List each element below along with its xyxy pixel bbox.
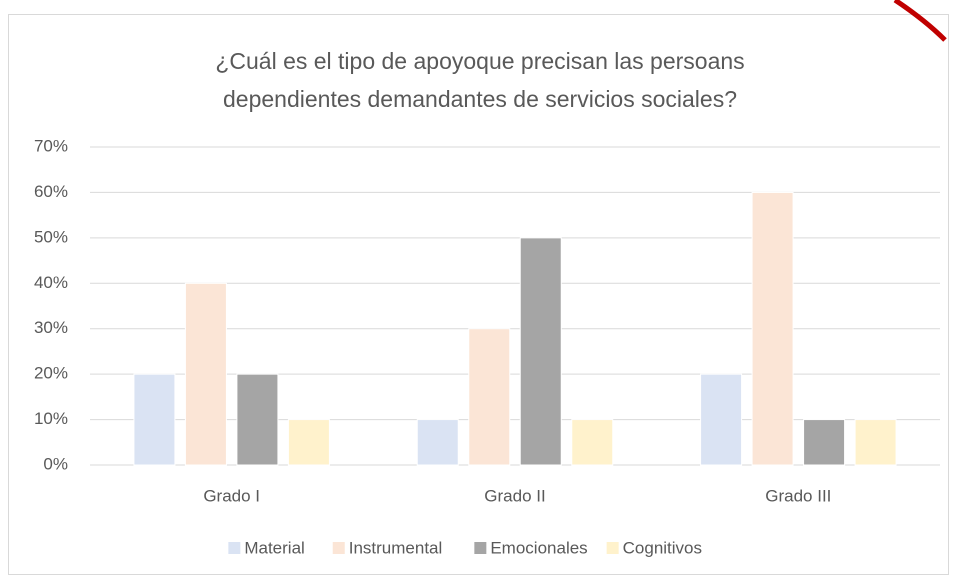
x-tick-label: Grado III (765, 486, 831, 505)
bar (700, 373, 743, 466)
corner-decoration (893, 0, 947, 42)
legend-swatch (228, 542, 241, 554)
legend-label: Material (244, 538, 304, 557)
legend-label: Emocionales (490, 538, 587, 557)
legend-label: Cognitivos (623, 538, 702, 557)
bar (236, 373, 279, 466)
y-tick-label: 0% (43, 454, 68, 473)
x-tick-label: Grado II (484, 486, 545, 505)
y-tick-label: 40% (34, 273, 68, 292)
bar (803, 419, 846, 466)
bar (416, 419, 459, 466)
y-tick-label: 50% (34, 227, 68, 246)
legend-label: Instrumental (349, 538, 443, 557)
bar (751, 191, 794, 466)
bar (287, 419, 330, 466)
bar (468, 328, 511, 466)
chart-title: ¿Cuál es el tipo de apoyoque precisan la… (215, 48, 745, 112)
y-tick-label: 10% (34, 409, 68, 428)
bar (133, 373, 176, 466)
bar (519, 237, 562, 466)
y-tick-label: 60% (34, 182, 68, 201)
legend-swatch (474, 542, 487, 554)
y-tick-label: 30% (34, 318, 68, 337)
bar (854, 419, 897, 466)
legend-swatch (332, 542, 345, 554)
y-tick-label: 20% (34, 364, 68, 383)
bar (571, 419, 614, 466)
x-tick-label: Grado I (203, 486, 260, 505)
bar (184, 282, 227, 466)
y-tick-label: 70% (34, 136, 68, 155)
legend-swatch (606, 542, 619, 554)
